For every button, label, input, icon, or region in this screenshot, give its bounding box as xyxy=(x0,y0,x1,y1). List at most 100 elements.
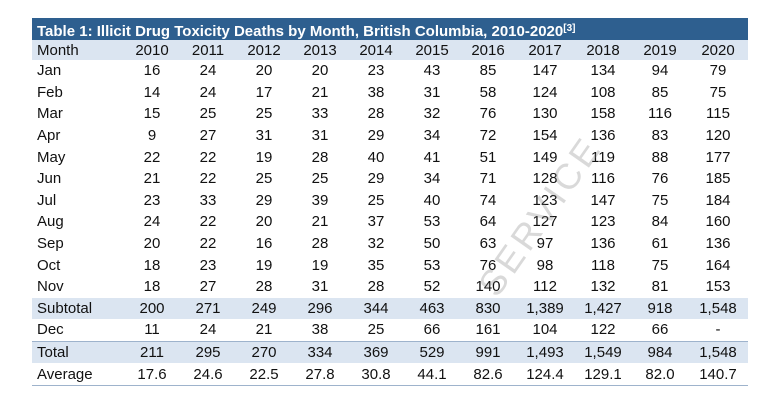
table-cell: 108 xyxy=(590,83,616,101)
table-cell: 21 xyxy=(311,213,329,231)
table-cell: 44.1 xyxy=(404,363,460,386)
table-cell: 22 xyxy=(199,235,217,253)
table-cell: 270 xyxy=(236,340,292,364)
month-row: Jul 23 33 29 39 25 40 74 123 147 75 184 xyxy=(32,190,748,212)
table-cell: 116 xyxy=(648,105,672,123)
table-cell: 27 xyxy=(199,278,217,296)
table-cell: 31 xyxy=(311,278,329,296)
table-cell: 28 xyxy=(367,278,385,296)
row-label: May xyxy=(37,148,66,166)
header-year: 2020 xyxy=(688,40,748,60)
table-cell: 22 xyxy=(143,148,161,166)
table-cell: 104 xyxy=(532,321,558,339)
subtotal-row: Subtotal 200 271 249 296 344 463 830 1,389 1,427 9… xyxy=(32,297,748,320)
table-cell: 1,549 xyxy=(574,340,632,364)
table-cell: 127 xyxy=(532,213,558,231)
table-cell: 118 xyxy=(591,256,615,274)
row-label: Jul xyxy=(37,191,57,209)
header-year: 2015 xyxy=(404,40,460,60)
table-cell: 16 xyxy=(255,235,273,253)
table-cell: 33 xyxy=(311,105,329,123)
table-cell: 24 xyxy=(199,62,217,80)
table-cell: 38 xyxy=(311,321,329,339)
table-cell: 20 xyxy=(311,62,329,80)
table-cell: 37 xyxy=(367,213,385,231)
table-cell: 34 xyxy=(423,127,441,145)
table-cell: 38 xyxy=(367,83,385,101)
month-row: Mar 15 25 25 33 28 32 76 130 158 116 115 xyxy=(32,103,748,125)
month-row: Aug 24 22 20 21 37 53 64 127 123 84 160 xyxy=(32,211,748,233)
table-cell: 75 xyxy=(651,191,669,209)
table-cell: 23 xyxy=(367,62,385,80)
table-cell: 30.8 xyxy=(348,363,404,386)
table-cell: 28 xyxy=(367,105,385,123)
table-cell: 25 xyxy=(255,170,273,188)
table-cell: 52 xyxy=(423,278,441,296)
month-row: Apr 9 27 31 31 29 34 72 154 136 83 120 xyxy=(32,125,748,147)
table-cell: 154 xyxy=(532,127,558,145)
row-label: Apr xyxy=(37,127,61,145)
table-cell: 66 xyxy=(423,321,441,339)
table-cell: 74 xyxy=(479,191,497,209)
table-cell: 98 xyxy=(536,256,554,274)
table-cell: 25 xyxy=(367,321,385,339)
table-cell: 18 xyxy=(143,256,161,274)
table-cell: 158 xyxy=(590,105,616,123)
average-row: Average 17.6 24.6 22.5 27.8 30.8 44.1 82.6 124.4… xyxy=(32,363,748,386)
month-row: Nov 18 27 28 31 28 52 140 112 132 81 153 xyxy=(32,276,748,298)
header-year: 2011 xyxy=(180,40,236,60)
table-cell: 71 xyxy=(479,170,497,188)
table-cell: 160 xyxy=(705,213,731,231)
table-cell: 28 xyxy=(311,148,329,166)
row-label: Dec xyxy=(37,321,64,339)
table-cell: 164 xyxy=(705,256,731,274)
table-cell: 130 xyxy=(532,105,558,123)
table-cell: 51 xyxy=(479,148,497,166)
table-cell: 29 xyxy=(367,170,385,188)
table-cell: 119 xyxy=(591,148,615,166)
table-cell: 124 xyxy=(532,83,558,101)
table-cell: 185 xyxy=(705,170,731,188)
table-cell: 271 xyxy=(180,297,236,320)
table-cell: 32 xyxy=(367,235,385,253)
table-cell: 17 xyxy=(255,83,273,101)
table-cell: 94 xyxy=(651,62,669,80)
month-row: Dec 11 24 21 38 25 66 161 104 122 66 - xyxy=(32,319,748,341)
table-cell: 120 xyxy=(705,127,731,145)
table-cell: 97 xyxy=(536,235,554,253)
table-cell: 40 xyxy=(423,191,441,209)
table-cell: 21 xyxy=(255,321,273,339)
table-cell: 34 xyxy=(423,170,441,188)
table-cell: 17.6 xyxy=(124,363,180,386)
table-cell: 29 xyxy=(255,191,273,209)
header-year: 2014 xyxy=(348,40,404,60)
month-row: Jun 21 22 25 25 29 34 71 128 116 76 185 xyxy=(32,168,748,190)
table-cell: 211 xyxy=(124,340,180,364)
table-cell: 29 xyxy=(367,127,385,145)
table-cell: 81 xyxy=(651,278,669,296)
table-cell: 31 xyxy=(311,127,329,145)
table-cell: 83 xyxy=(651,127,669,145)
table-cell: 20 xyxy=(255,62,273,80)
row-label: Sep xyxy=(37,235,64,253)
drug-deaths-table-block: Table 1: Illicit Drug Toxicity Deaths by… xyxy=(32,18,748,386)
footnote-ref[interactable]: [3] xyxy=(563,23,576,34)
header-row: Month 2010 2011 2012 2013 2014 2015 2016 2017 201… xyxy=(32,40,748,60)
month-row: Sep 20 22 16 28 32 50 63 97 136 61 136 xyxy=(32,233,748,255)
table-cell: 39 xyxy=(311,191,329,209)
header-year: 2019 xyxy=(632,40,688,60)
table-cell: 14 xyxy=(143,83,161,101)
row-label: Subtotal xyxy=(32,297,124,320)
header-year: 2010 xyxy=(124,40,180,60)
table-cell: 58 xyxy=(479,83,497,101)
table-cell: 136 xyxy=(590,127,616,145)
table-cell: 24 xyxy=(143,213,161,231)
table-cell: 147 xyxy=(532,62,558,80)
row-label: Nov xyxy=(37,278,64,296)
table-cell: 85 xyxy=(479,62,497,80)
table-cell: 19 xyxy=(255,256,273,274)
row-label: Feb xyxy=(37,83,63,101)
table-cell: 123 xyxy=(590,213,616,231)
table-cell: 53 xyxy=(423,213,441,231)
table-cell: 85 xyxy=(651,83,669,101)
